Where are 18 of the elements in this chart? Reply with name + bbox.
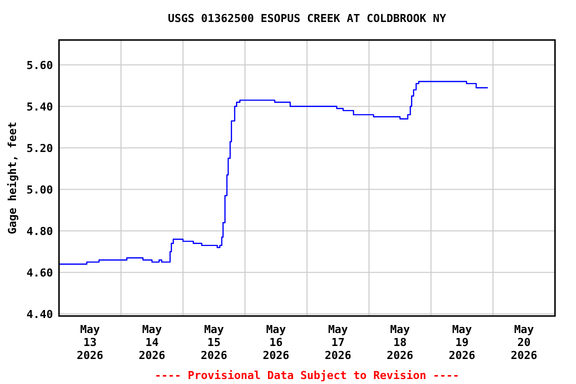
y-tick-label: 5.60 (26, 58, 53, 72)
x-tick-label: May 14 2026 (138, 323, 166, 362)
y-axis-title: Gage height, feet (6, 122, 19, 234)
y-tick-label: 4.80 (26, 224, 53, 238)
y-tick-label: 5.20 (26, 142, 53, 155)
y-tick-label: 5.40 (26, 100, 53, 114)
x-tick-label: May 13 2026 (76, 323, 104, 362)
text: ---- Provisional Data Subject to Revision ---- (154, 369, 460, 382)
x-tick-label: May 18 2026 (386, 323, 414, 362)
y-tick-label: 5.00 (26, 183, 53, 196)
y-tick-label: 4.60 (26, 266, 53, 280)
chart-title: USGS 01362500 ESOPUS CREEK AT COLDBROOK NY (168, 12, 446, 25)
x-tick-label: May 19 2026 (448, 323, 476, 362)
x-tick-label: May 15 2026 (200, 323, 228, 362)
x-tick-label: May 20 2026 (510, 323, 538, 362)
y-tick-label: 4.40 (26, 308, 53, 321)
x-tick-label: May 17 2026 (324, 323, 352, 362)
x-tick-label: May 16 2026 (262, 323, 290, 362)
